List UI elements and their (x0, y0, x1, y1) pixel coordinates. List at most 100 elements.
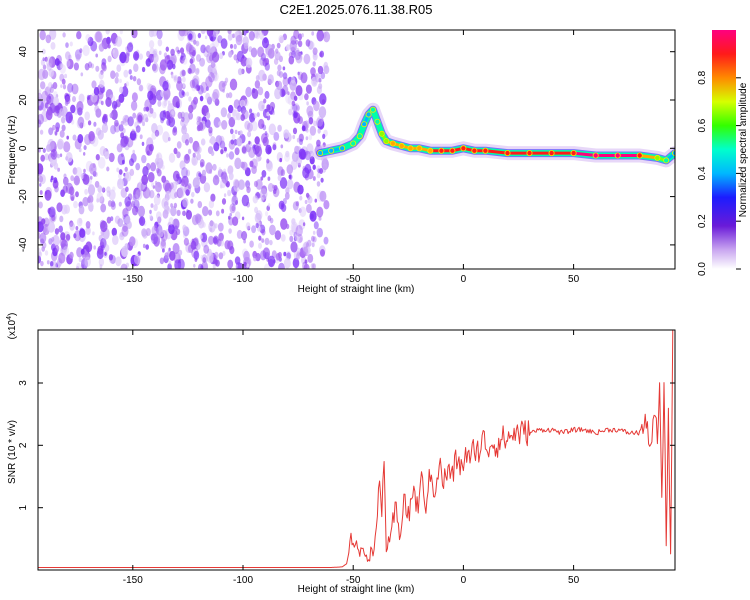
noise-speckle (165, 46, 169, 52)
noise-speckle (93, 121, 97, 127)
noise-speckle (93, 245, 96, 250)
noise-speckle (165, 110, 171, 120)
x-tick-label: -50 (346, 274, 361, 285)
noise-speckle (38, 175, 44, 183)
noise-speckle (312, 61, 316, 67)
noise-speckle (257, 86, 264, 96)
noise-speckle (156, 167, 160, 174)
noise-speckle (143, 107, 147, 112)
noise-speckle (77, 116, 85, 128)
noise-speckle (99, 241, 105, 249)
noise-speckle (75, 191, 79, 198)
noise-speckle (153, 232, 161, 243)
colorbar-gradient (712, 30, 736, 269)
noise-speckle (39, 30, 46, 41)
noise-speckle (77, 134, 84, 144)
noise-speckle (133, 253, 141, 265)
noise-speckle (196, 85, 201, 91)
noise-speckle (87, 184, 96, 196)
noise-speckle (174, 259, 182, 269)
noise-speckle (279, 36, 285, 43)
noise-speckle (297, 184, 304, 195)
noise-speckle (60, 63, 64, 69)
noise-speckle (211, 91, 219, 103)
noise-speckle (203, 182, 211, 193)
noise-speckle (318, 83, 323, 90)
noise-speckle (178, 30, 186, 37)
noise-speckle (305, 84, 312, 94)
noise-speckle (232, 195, 237, 203)
noise-speckle (132, 194, 140, 205)
noise-speckle (161, 197, 169, 209)
noise-speckle (267, 203, 271, 208)
noise-speckle (160, 240, 167, 250)
noise-speckle (190, 240, 197, 250)
noise-speckle (243, 239, 247, 244)
noise-speckle (136, 78, 142, 86)
noise-speckle (282, 66, 286, 71)
noise-speckle (54, 130, 58, 135)
noise-speckle (302, 246, 309, 255)
noise-speckle (227, 259, 234, 269)
noise-speckle (220, 38, 228, 49)
noise-speckle (309, 41, 315, 50)
noise-speckle (114, 215, 121, 224)
noise-speckle (203, 244, 210, 254)
noise-speckle (44, 102, 49, 109)
noise-speckle (258, 118, 265, 130)
noise-speckle (129, 168, 135, 176)
noise-speckle (245, 86, 252, 98)
noise-speckle (68, 54, 72, 60)
noise-speckle (213, 30, 219, 38)
noise-speckle (241, 230, 248, 241)
noise-speckle (223, 193, 227, 198)
noise-speckle (219, 239, 225, 247)
noise-speckle (179, 47, 185, 54)
noise-speckle (271, 250, 277, 258)
noise-speckle (57, 138, 64, 150)
noise-speckle (173, 74, 179, 83)
spectrogram-x-label: Height of straight line (km) (298, 284, 415, 295)
noise-speckle (293, 30, 300, 40)
noise-speckle (308, 117, 314, 125)
noise-speckle (162, 113, 166, 118)
noise-speckle (199, 57, 206, 67)
noise-speckle (59, 130, 65, 138)
noise-speckle (115, 72, 119, 78)
noise-speckle (249, 112, 256, 123)
noise-speckle (38, 105, 42, 111)
noise-speckle (208, 200, 215, 209)
noise-speckle (302, 222, 306, 227)
noise-speckle (243, 99, 249, 107)
noise-speckle (237, 105, 242, 112)
noise-speckle (62, 185, 68, 194)
noise-speckle (153, 48, 158, 56)
noise-speckle (307, 195, 313, 204)
noise-speckle (255, 222, 259, 229)
ridge-point (378, 130, 385, 137)
noise-speckle (262, 37, 269, 49)
noise-speckle (237, 68, 243, 76)
noise-speckle (42, 148, 46, 153)
y-tick-label: 1 (18, 504, 29, 510)
noise-speckle (157, 100, 162, 107)
snr-x-label: Height of straight line (km) (298, 584, 415, 595)
noise-speckle (191, 238, 195, 243)
snr-x-ticks: -150 -100 -50 0 50 (123, 330, 580, 586)
noise-speckle (38, 247, 42, 257)
noise-speckle (161, 164, 165, 170)
noise-speckle (295, 85, 303, 97)
noise-speckle (222, 250, 226, 256)
noise-speckle (200, 138, 206, 146)
noise-speckle (76, 101, 84, 113)
noise-speckle (38, 255, 42, 264)
noise-speckle (283, 251, 287, 257)
noise-speckle (100, 244, 105, 251)
noise-speckle (108, 254, 113, 261)
noise-speckle (91, 167, 94, 172)
noise-speckle (50, 149, 58, 160)
noise-speckle (202, 257, 207, 263)
noise-speckle (262, 247, 271, 259)
noise-speckle (282, 198, 287, 205)
ridge-point (416, 145, 423, 152)
